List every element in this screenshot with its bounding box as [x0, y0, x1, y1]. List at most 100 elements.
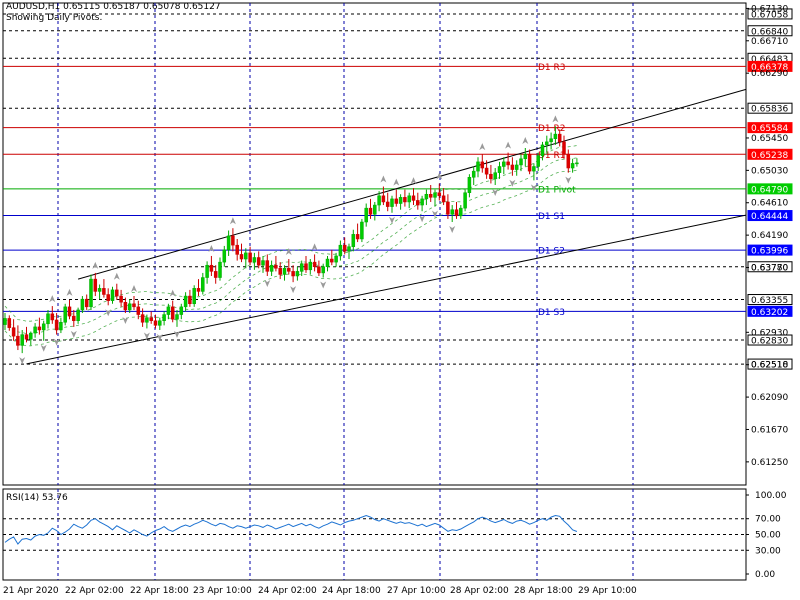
candle [575, 158, 579, 167]
candle [295, 266, 300, 281]
candle [532, 163, 536, 181]
candle-body [463, 192, 467, 209]
price-level-label: 0.63355 [751, 296, 788, 306]
candle [368, 198, 373, 219]
candle [278, 262, 282, 280]
candle [312, 254, 317, 272]
candle-body [252, 257, 257, 263]
price-tick-label: 0.61670 [751, 425, 788, 435]
price-level-label: 0.63996 [751, 247, 788, 257]
candle-body [97, 288, 102, 292]
candle-body [248, 252, 252, 263]
candle-body [428, 194, 433, 198]
fractal-down-marker [320, 281, 327, 289]
candle [428, 185, 433, 202]
candle-body [162, 314, 166, 321]
fractal-down-marker [70, 330, 77, 338]
candle-body [145, 317, 149, 323]
price-tick-label: 0.62090 [751, 393, 788, 403]
candle-body [454, 209, 459, 217]
envelope-line [4, 169, 577, 347]
candle-body [278, 268, 282, 275]
candle-body [566, 153, 571, 169]
fractal-up-marker [229, 217, 236, 225]
candle-body [304, 263, 308, 271]
candle-body [523, 153, 528, 160]
candle-body [368, 207, 373, 215]
candle-body [158, 320, 162, 326]
price-tick-label: 0.63770 [751, 264, 788, 274]
candle-body [364, 207, 368, 223]
candle-body [63, 306, 67, 323]
candle [398, 194, 403, 210]
candle [420, 195, 424, 212]
candle-body [476, 161, 480, 172]
candle-body [287, 268, 291, 272]
price-level-label: 0.65238 [751, 151, 788, 161]
candle-body [222, 249, 227, 263]
candle [480, 154, 485, 173]
fractal-up-marker [479, 143, 486, 151]
candle [123, 297, 128, 314]
pivot-label: D1 S2 [538, 247, 565, 257]
candle-body [179, 306, 184, 315]
candle [33, 323, 37, 338]
candle-body [7, 318, 12, 328]
candle [50, 306, 55, 324]
candle [282, 265, 287, 281]
candle [145, 314, 149, 329]
candle [338, 240, 343, 261]
candle [72, 309, 76, 327]
fractal-up-marker [131, 285, 137, 293]
candle-body [338, 244, 343, 257]
candle [342, 237, 347, 255]
candle-body [110, 289, 115, 301]
candle [536, 152, 540, 172]
candle [209, 255, 214, 277]
candle-body [493, 172, 497, 180]
candle [222, 245, 227, 267]
candle-body [514, 164, 519, 170]
price-level-box [747, 122, 793, 134]
candle-body [149, 317, 153, 321]
fractal-down-marker [530, 184, 537, 192]
candle [497, 161, 502, 179]
candle [510, 157, 515, 176]
x-tick-label: 23 Apr 10:00 [193, 586, 252, 596]
candle [170, 300, 175, 323]
candle-body [502, 161, 506, 167]
candle-body [37, 326, 42, 331]
candle-body [342, 244, 347, 252]
candle [463, 189, 467, 212]
candle-body [11, 327, 16, 337]
candle [364, 203, 368, 227]
candle [192, 285, 196, 307]
candle-body [192, 288, 196, 305]
pivot-label: D1 R1 [538, 151, 566, 161]
fractal-down-marker [290, 286, 297, 294]
candle-body [175, 314, 179, 320]
pivot-label: D1 R2 [538, 124, 566, 134]
x-tick-label: 24 Apr 02:00 [258, 586, 317, 596]
candle [132, 296, 136, 310]
candle-body [557, 133, 562, 143]
candle [321, 263, 325, 278]
rsi-tick-label: 70.00 [755, 515, 781, 525]
candle-body [59, 322, 63, 331]
fractal-down-marker [143, 332, 150, 340]
x-tick-label: 22 Apr 02:00 [65, 586, 124, 596]
candle [231, 228, 235, 252]
fractal-down-marker [492, 189, 499, 197]
fractal-up-marker [393, 178, 400, 186]
candle-body [360, 221, 364, 240]
pivot-label: D1 R3 [538, 63, 566, 73]
candle-body [183, 295, 188, 308]
price-level-label: 0.64444 [751, 212, 788, 222]
candle [540, 141, 545, 161]
candle-body [93, 278, 98, 292]
price-level-box [747, 305, 793, 317]
price-level-box [747, 8, 793, 20]
candle-body [123, 301, 128, 311]
candle-body [54, 319, 59, 331]
